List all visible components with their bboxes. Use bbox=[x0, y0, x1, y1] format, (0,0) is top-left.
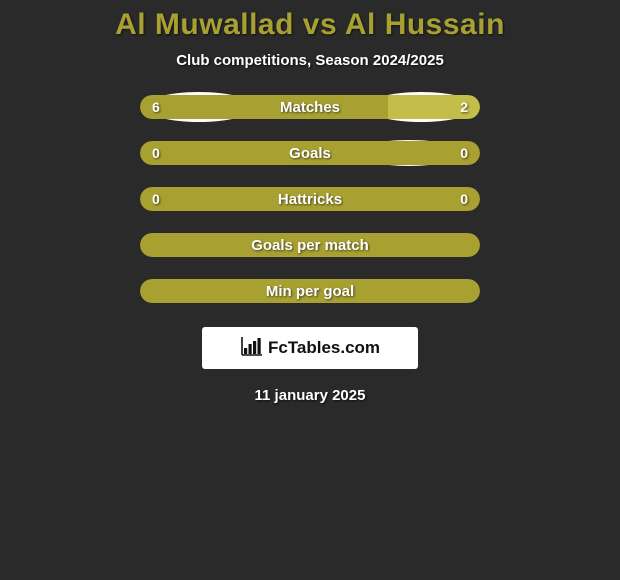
comparison-title: Al Muwallad vs Al Hussain bbox=[115, 8, 505, 42]
stat-bar: 0 0 Hattricks bbox=[140, 187, 480, 211]
stat-row: 0 0 Goals bbox=[140, 141, 480, 165]
stat-bar-left bbox=[140, 141, 310, 165]
stat-value-right: 0 bbox=[460, 145, 468, 161]
stat-value-right: 0 bbox=[460, 191, 468, 207]
snapshot-date: 11 january 2025 bbox=[255, 387, 366, 404]
stat-bar: 0 0 Goals bbox=[140, 141, 480, 165]
stat-value-left: 0 bbox=[152, 145, 160, 161]
stat-label: Goals per match bbox=[251, 237, 369, 254]
stat-row: 6 2 Matches bbox=[140, 95, 480, 119]
stat-label: Min per goal bbox=[266, 283, 354, 300]
stat-bar: Goals per match bbox=[140, 233, 480, 257]
comparison-subtitle: Club competitions, Season 2024/2025 bbox=[176, 52, 444, 69]
stat-row: 0 0 Hattricks bbox=[140, 187, 480, 211]
stat-bar: Min per goal bbox=[140, 279, 480, 303]
bar-chart-icon bbox=[240, 335, 264, 362]
stat-value-left: 6 bbox=[152, 99, 160, 115]
stat-row: Min per goal bbox=[140, 279, 480, 303]
logo-text: FcTables.com bbox=[268, 338, 380, 358]
stat-bar: 6 2 Matches bbox=[140, 95, 480, 119]
stat-value-right: 2 bbox=[460, 99, 468, 115]
stat-bar-left bbox=[140, 95, 388, 119]
stat-bar-right bbox=[310, 141, 480, 165]
stat-label: Goals bbox=[289, 145, 331, 162]
fctables-logo[interactable]: FcTables.com bbox=[202, 327, 418, 369]
stat-label: Hattricks bbox=[278, 191, 342, 208]
stat-row: Goals per match bbox=[140, 233, 480, 257]
stat-value-left: 0 bbox=[152, 191, 160, 207]
stat-label: Matches bbox=[280, 99, 340, 116]
